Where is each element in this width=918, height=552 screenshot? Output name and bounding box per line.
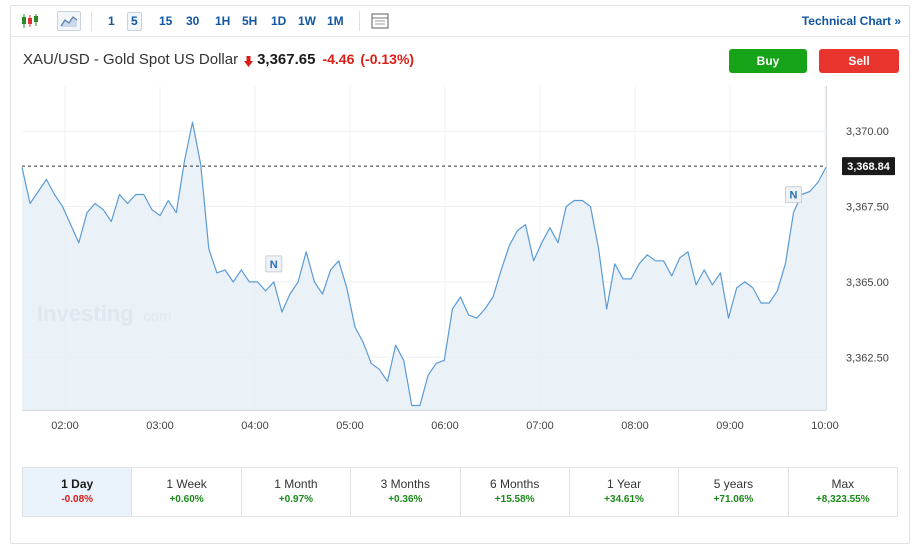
x-tick-label: 04:00 [241,420,269,432]
period-max[interactable]: Max +8,323.55% [789,468,897,516]
period-change: +0.97% [278,494,314,505]
y-tick-label: 3,365.00 [846,277,889,289]
period-1-day[interactable]: 1 Day -0.08% [23,468,133,516]
timeframe-1h[interactable]: 1H [215,14,231,28]
timeframe-30[interactable]: 30 [186,14,200,28]
arrow-down-icon [244,54,254,67]
period-change: +34.61% [604,494,644,505]
technical-chart-link[interactable]: Technical Chart » [801,14,901,28]
price-change: -4.46 [322,51,355,67]
timeframe-15[interactable]: 15 [159,14,173,28]
timeframe-1[interactable]: 1 [108,14,115,28]
period-label: 1 Month [274,477,318,491]
toolbar-divider [359,11,360,31]
news-marker [785,186,803,204]
period-label: 6 Months [490,477,540,491]
period-1-month[interactable]: 1 Month +0.97% [242,468,352,516]
period-change: +0.36% [388,494,423,505]
news-marker [265,255,283,273]
timeframe-1m[interactable]: 1M [327,14,344,28]
x-tick-label: 02:00 [51,420,79,432]
period-label: 1 Week [166,477,207,491]
table-view-icon[interactable] [369,11,391,31]
candlestick-icon[interactable] [19,11,41,31]
y-tick-label: 3,370.00 [846,126,889,138]
y-tick-label: 3,367.50 [846,202,889,214]
period-label: Max [831,477,855,491]
price-change-percent: (-0.13%) [360,51,415,67]
sell-button[interactable]: Sell [819,49,899,73]
x-tick-label: 05:00 [336,420,364,432]
news-marker-label: N [270,259,278,271]
period-3-months[interactable]: 3 Months +0.36% [351,468,461,516]
period-6-months[interactable]: 6 Months +15.58% [461,468,570,516]
x-tick-label: 07:00 [526,420,554,432]
timeframe-5[interactable]: 5 [127,12,142,31]
period-change: +15.58% [494,494,535,505]
price-area-fill [22,122,826,410]
last-price: 3,367.65 [257,50,316,68]
x-tick-label: 03:00 [146,420,174,432]
period-change: +71.06% [713,494,754,505]
period-label: 3 Months [380,477,430,491]
news-marker-label: N [790,190,798,202]
area-chart-icon[interactable] [57,11,81,31]
current-price-label: 3,368.84 [847,161,891,173]
timeframe-5h[interactable]: 5H [242,14,258,28]
period-change: +0.60% [169,494,204,505]
period-change: +8,323.55% [815,494,870,505]
performance-periods: 1 Day -0.08% 1 Week +0.60% 1 Month +0.97… [22,467,898,517]
timeframe-1d[interactable]: 1D [271,14,287,28]
y-tick-label: 3,362.50 [846,352,889,364]
toolbar-divider [91,11,92,31]
instrument-header: XAU/USD - Gold Spot US Dollar 3,367.65 -… [23,49,420,69]
chart-toolbar: 1 5 15 30 1H 5H 1D 1W 1M Technical Chart… [11,6,909,37]
current-price-tag [842,157,895,176]
timeframe-1w[interactable]: 1W [298,14,316,28]
x-tick-label: 06:00 [431,420,459,432]
period-label: 5 years [713,477,754,491]
period-1-year[interactable]: 1 Year +34.61% [570,468,680,516]
period-1-week[interactable]: 1 Week +0.60% [132,468,242,516]
x-tick-label: 09:00 [716,420,744,432]
price-chart: 3,362.50 3,365.00 3,367.50 3,370.00 02:00 03:… [21,86,895,432]
period-label: 1 Year [607,477,642,491]
instrument-name: XAU/USD - Gold Spot US Dollar [23,50,239,68]
price-line [21,121,827,407]
x-tick-label: 08:00 [621,420,649,432]
period-label: 1 Day [61,477,94,491]
buy-button[interactable]: Buy [729,49,807,73]
x-tick-label: 10:00 [811,420,839,432]
period-5-years[interactable]: 5 years +71.06% [679,468,789,516]
period-change: -0.08% [61,494,94,505]
